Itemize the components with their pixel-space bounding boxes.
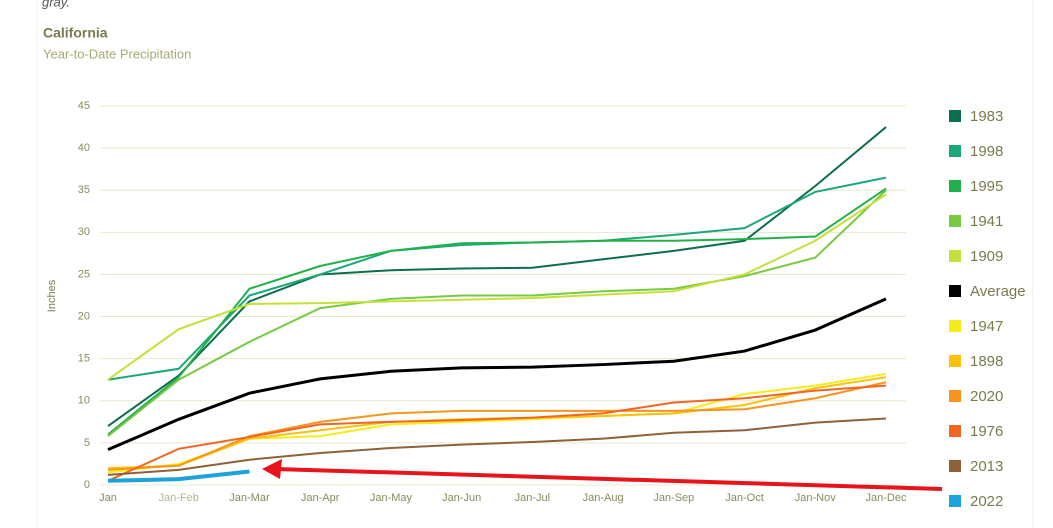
series-line [107,187,887,436]
y-tick-label: 5 [84,437,90,449]
legend-label: 1998 [970,143,1003,160]
x-tick-label: Jan-May [370,492,413,504]
legend-label: 1983 [970,108,1003,125]
x-tick-label: Jan-Aug [583,492,624,504]
y-tick-label: 30 [78,226,90,238]
x-tick-label: Jan-Jul [515,492,550,504]
intro-text: gray. [42,0,70,9]
legend-swatch [949,425,961,437]
legend-swatch [949,320,961,332]
x-tick-label: Jan-Feb [159,492,199,504]
y-axis-label: Inches [46,279,58,312]
series-line [107,189,887,437]
series-line [107,384,887,482]
legend-label: Average [970,283,1026,300]
x-tick-label: Jan-Nov [795,492,836,504]
y-tick-label: 35 [78,184,90,196]
legend-swatch [949,390,961,402]
legend-swatch [949,460,961,472]
series-line [107,381,887,471]
legend-swatch [949,215,961,227]
y-tick-label: 25 [78,268,90,280]
y-tick-label: 15 [78,353,90,365]
x-tick-label: Jan-Oct [725,492,764,504]
x-tick-label: Jan [99,492,117,504]
series-line [107,297,887,452]
x-tick-label: Jan-Dec [866,492,907,504]
legend-label: 2022 [970,493,1003,510]
series-line [107,417,887,476]
arrow-head [262,459,282,479]
legend-label: 1976 [970,423,1003,440]
card [36,0,1034,528]
legend-label: 1941 [970,213,1003,230]
x-tick-label: Jan-Mar [229,492,270,504]
series-line [107,469,250,483]
plot: 0 5 10 15 20 25 30 35 40 45 Jan Jan-Feb Jan-Mar Jan-A… [78,100,1026,510]
legend-label: 2013 [970,458,1003,475]
legend-swatch [949,285,961,297]
chart-title: California [43,25,108,41]
x-tick-label: Jan-Jun [442,492,481,504]
y-tick-label: 0 [84,479,90,491]
legend-swatch [949,250,961,262]
series-line [107,193,887,381]
x-tick-label: Jan-Apr [301,492,340,504]
chart-subtitle: Year-to-Date Precipitation [43,46,191,61]
y-tick-label: 10 [78,395,90,407]
legend-swatch [949,355,961,367]
legend-label: 1995 [970,178,1003,195]
y-tick-label: 20 [78,310,90,322]
series-line [107,126,887,427]
y-tick-label: 45 [78,100,90,112]
annotation-arrow [274,467,943,491]
legend-label: 1909 [970,248,1003,265]
legend-label: 1947 [970,318,1003,335]
legend-swatch [949,180,961,192]
y-tick-label: 40 [78,142,90,154]
legend-swatch [949,110,961,122]
legend-swatch [949,495,961,507]
legend-label: 2020 [970,388,1003,405]
legend-swatch [949,145,961,157]
legend-label: 1898 [970,353,1003,370]
x-tick-label: Jan-Sep [653,492,694,504]
